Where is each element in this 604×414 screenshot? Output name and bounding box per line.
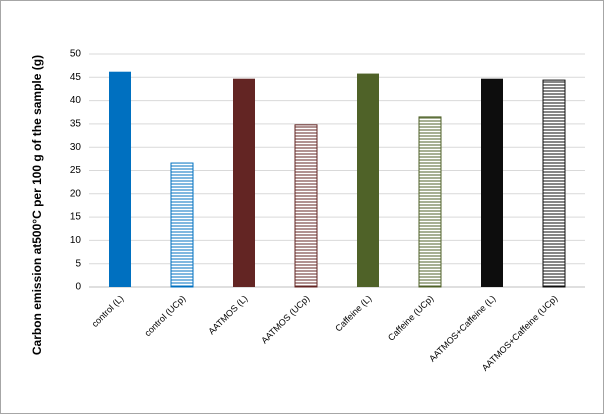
y-tick-label: 0 [75,282,81,293]
bar [542,79,566,288]
bar [481,78,503,287]
y-tick-label: 40 [70,95,82,106]
y-tick-label: 35 [70,119,82,130]
y-tick-label: 5 [75,258,81,269]
y-tick-label: 30 [70,142,82,153]
bar [170,162,194,288]
bar [109,71,131,287]
y-tick-label: 50 [70,49,82,60]
y-tick-label: 45 [70,72,82,83]
y-tick-label: 25 [70,165,82,176]
bar [357,73,379,288]
y-axis-label: Carbon emission at500°C per 100 g of the… [30,55,44,355]
y-tick-label: 20 [70,188,82,199]
bar [418,116,442,288]
y-tick-label: 10 [70,235,82,246]
y-tick-label: 15 [70,212,82,223]
bar [233,78,255,287]
bar [294,124,318,288]
